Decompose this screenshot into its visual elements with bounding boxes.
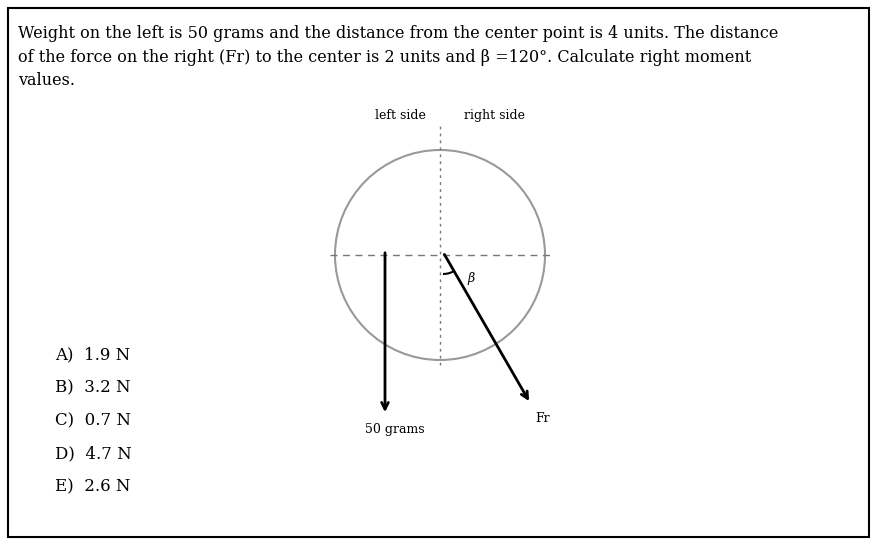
- Text: Weight on the left is 50 grams and the distance from the center point is 4 units: Weight on the left is 50 grams and the d…: [18, 25, 779, 89]
- Text: 50 grams: 50 grams: [365, 423, 424, 436]
- Text: B)  3.2 N: B) 3.2 N: [55, 379, 131, 397]
- Text: D)  4.7 N: D) 4.7 N: [55, 445, 132, 463]
- Text: β: β: [467, 272, 474, 285]
- Text: E)  2.6 N: E) 2.6 N: [55, 479, 131, 495]
- Text: Fr: Fr: [536, 411, 550, 425]
- Text: C)  0.7 N: C) 0.7 N: [55, 413, 131, 429]
- Text: A)  1.9 N: A) 1.9 N: [55, 347, 131, 364]
- Text: right side: right side: [465, 109, 525, 122]
- Text: left side: left side: [374, 109, 425, 122]
